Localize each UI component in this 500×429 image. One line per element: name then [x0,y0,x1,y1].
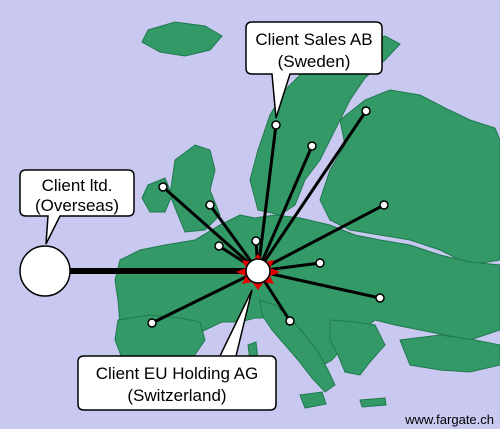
nodes [19,106,389,328]
node-germany [251,236,261,246]
link-poland [257,203,385,273]
land-ireland [141,177,173,213]
node-sweden [271,120,281,130]
callout-overseas-line1: Client ltd. [42,176,113,195]
link-ireland [162,185,259,273]
callout-sweden-line1: Client Sales AB [255,30,372,49]
land-scandinavia [249,35,401,216]
node-italy [285,316,295,326]
link-spain [151,269,259,325]
land-balkans [329,319,386,376]
node-finland [361,106,371,116]
link-finland [256,110,368,272]
link-norway [256,145,314,272]
land-iceland [141,21,223,57]
node-overseas [19,245,71,297]
callout-switzerland: Client EU Holding AG (Switzerland) [77,289,277,411]
node-hungary [375,293,385,303]
link-uk [208,204,260,272]
land-turkey [399,334,500,373]
land-masses [114,21,500,409]
node-ireland [158,182,168,192]
callout-sweden-bubble [245,21,383,119]
land-crete [359,397,387,408]
node-norway [307,141,317,151]
node-austria [315,258,325,268]
website-credit: www.fargate.ch [404,412,494,427]
callout-overseas: Client ltd. (Overseas) [19,169,135,245]
callout-switzerland-line2: (Switzerland) [127,386,226,405]
callout-overseas-line2: (Overseas) [35,196,119,215]
hub-switzerland [236,254,280,290]
node-spain [147,318,157,328]
node-netherlands [214,241,224,251]
hub-node [245,258,271,284]
callout-switzerland-bubble [77,289,277,411]
link-hungary [257,269,381,300]
node-poland [379,200,389,210]
land-britain [169,144,221,233]
callout-overseas-bubble [19,169,135,245]
link-sweden [256,124,278,272]
callout-sweden-line2: (Sweden) [278,52,351,71]
callout-switzerland-line1: Client EU Holding AG [96,364,259,383]
callout-sweden: Client Sales AB (Sweden) [245,21,383,119]
node-uk [205,200,215,210]
land-sicily [299,391,327,409]
